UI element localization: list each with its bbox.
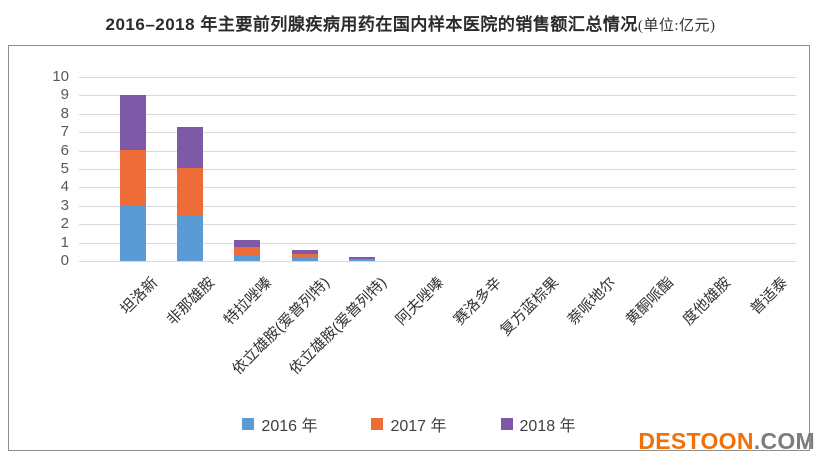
gridline (79, 205, 796, 207)
gridline (79, 132, 796, 134)
gridline (79, 187, 796, 189)
y-tick-label: 0 (60, 252, 69, 269)
bar-segment (176, 215, 203, 261)
category-cell: 坦洛新 (104, 262, 161, 412)
y-tick-label: 10 (52, 68, 69, 85)
bar-segment (234, 247, 261, 255)
gridline (79, 150, 796, 152)
chart-title: 2016–2018 年主要前列腺疾病用药在国内样本医院的销售额汇总情况(单位:亿… (0, 10, 821, 35)
category-cell: 非那雄胺 (161, 262, 218, 412)
bar-segment (348, 260, 375, 261)
y-tick-label: 8 (60, 104, 69, 122)
chart-title-unit: (单位:亿元) (637, 18, 716, 34)
legend-item: 2016 年 (242, 412, 317, 436)
y-tick-label: 4 (60, 178, 69, 196)
gridline (79, 169, 796, 170)
bar-slot (333, 77, 390, 261)
legend-label: 2017 年 (390, 418, 447, 435)
category-label: 萘哌地尔 (564, 274, 620, 329)
stacked-bar (119, 94, 146, 261)
watermark-brand: DESTOON (638, 428, 754, 454)
category-label: 度他雄胺 (679, 274, 735, 329)
gridline (79, 113, 796, 115)
category-cell: 黄酮哌酯 (620, 262, 677, 412)
bar-slot (620, 77, 677, 261)
bar-segment (234, 254, 261, 261)
bar-segment (119, 205, 146, 261)
bar-segment (348, 259, 375, 261)
bar-slot (735, 77, 792, 261)
bar-segment (291, 253, 318, 259)
bar-slot (505, 77, 562, 261)
y-tick-label: 5 (60, 160, 69, 177)
category-cell: 复方蓝棕果 (497, 262, 562, 412)
watermark-tld: .COM (753, 428, 815, 454)
x-axis-category-labels: 坦洛新 非那雄胺 特拉唑嗪 依立雄胺(爱普列特) 依立雄胺(爱普列特) 阿夫唑嗪 赛洛多辛复… (104, 262, 792, 412)
bar-slot (219, 77, 276, 261)
bar-segment (348, 257, 375, 260)
category-cell: 阿夫唑嗪 (391, 262, 448, 412)
category-label: 坦洛新 (116, 274, 161, 318)
y-tick-label: 1 (60, 233, 69, 251)
bar-segment (234, 239, 261, 248)
category-label: 非那雄胺 (163, 274, 219, 329)
watermark: DESTOON.COM (638, 428, 815, 454)
category-cell: 普适泰 (735, 262, 792, 412)
legend-item: 2017 年 (371, 412, 447, 436)
bar-slot (563, 77, 620, 261)
category-label: 黄酮哌酯 (622, 274, 677, 329)
bar-slot (104, 77, 161, 261)
bar-slot (276, 77, 333, 261)
category-label: 阿夫唑嗪 (392, 274, 448, 329)
y-tick-label: 9 (60, 86, 69, 104)
legend-swatch (371, 418, 384, 430)
y-tick-label: 7 (60, 123, 69, 141)
category-label: 赛洛多辛 (450, 274, 505, 329)
legend-swatch (242, 418, 255, 430)
bar-slot (677, 77, 734, 261)
y-tick-label: 6 (60, 141, 69, 159)
gridline (79, 261, 796, 262)
stacked-bar (291, 249, 318, 261)
chart-frame: 0 1 2 3 4 5 6 7 8 9 10 坦洛新 非那雄胺 特拉唑嗪 依立雄胺(爱普列特) 依立雄胺(爱… (8, 45, 810, 451)
y-tick-label: 2 (60, 215, 69, 233)
bar-segment (291, 249, 318, 254)
legend-swatch (500, 418, 513, 430)
category-cell: 依立雄胺(爱普列特) (286, 262, 390, 412)
bar-slot (391, 77, 448, 261)
legend-item: 2018 年 (500, 412, 576, 436)
chart-title-text: 2016–2018 年主要前列腺疾病用药在国内样本医院的销售额汇总情况 (105, 15, 638, 34)
legend: 2016 年 2017 年 2018 年 (9, 412, 809, 436)
bar-slot (448, 77, 505, 261)
stacked-bar (348, 257, 375, 261)
bar-slot (161, 77, 218, 261)
gridline (79, 95, 796, 97)
gridline (79, 77, 796, 78)
bar-segment (176, 168, 203, 215)
legend-label: 2016 年 (261, 418, 318, 435)
category-cell: 萘哌地尔 (563, 262, 620, 412)
category-cell: 度他雄胺 (677, 262, 734, 412)
bar-segment (119, 94, 146, 150)
category-cell: 赛洛多辛 (448, 262, 505, 412)
bar-segment (176, 126, 203, 169)
bar-segment (291, 258, 318, 261)
category-label: 复方蓝棕果 (497, 274, 563, 340)
category-label: 特拉唑嗪 (221, 274, 276, 329)
legend-label: 2018 年 (519, 418, 576, 435)
y-tick-label: 3 (60, 196, 69, 214)
bar-segment (119, 149, 146, 206)
category-label: 普适泰 (747, 274, 792, 318)
bars-group (104, 77, 792, 261)
stacked-bar (176, 126, 203, 261)
gridline (79, 224, 796, 226)
stacked-bar (234, 239, 261, 261)
plot-area: 0 1 2 3 4 5 6 7 8 9 10 坦洛新 非那雄胺 特拉唑嗪 依立雄胺(爱普列特) 依立雄胺(爱… (9, 46, 809, 450)
gridline (79, 242, 796, 244)
